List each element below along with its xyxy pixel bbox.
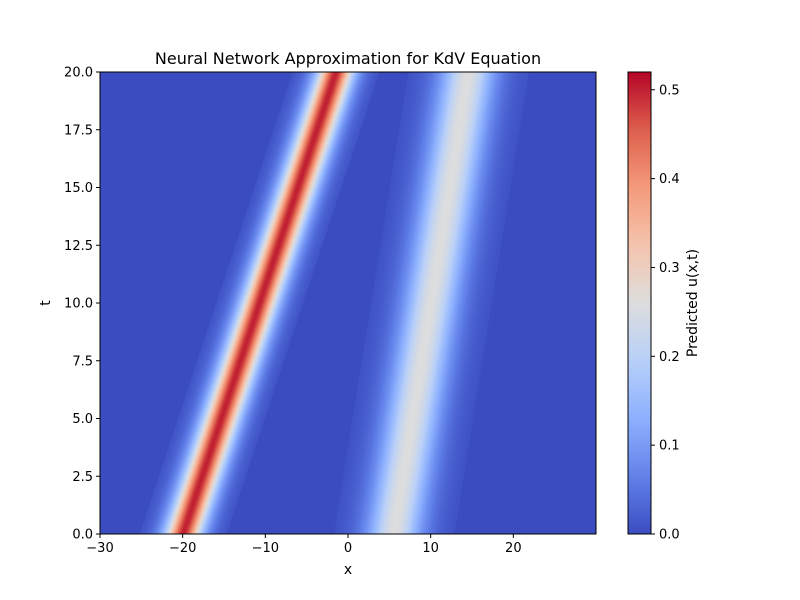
- y-axis-ticks: 0.0 2.5 5.0 7.5 10.0 12.5 15.0 17.5 20.0: [64, 66, 100, 543]
- x-tick-label: 0: [344, 541, 352, 556]
- x-axis-label: x: [344, 562, 352, 578]
- y-tick-label: 20.0: [64, 66, 93, 81]
- heatmap-field: [100, 72, 596, 534]
- x-tick-label: 10: [422, 541, 439, 556]
- colorbar-tick-label: 0.2: [659, 350, 680, 365]
- colorbar-tick-label: 0.4: [659, 172, 680, 187]
- wave-strip: [452, 72, 529, 534]
- x-tick-label: −30: [86, 541, 113, 556]
- chart-title: Neural Network Approximation for KdV Equ…: [155, 49, 541, 68]
- y-tick-label: 5.0: [72, 412, 93, 427]
- wave-band-2: [333, 72, 529, 534]
- x-tick-label: 20: [505, 541, 522, 556]
- wave-band-1: [139, 72, 380, 534]
- y-axis-label: t: [38, 300, 54, 306]
- x-axis-ticks: −30 −20 −10 0 10 20: [86, 534, 522, 556]
- y-tick-label: 7.5: [72, 354, 93, 369]
- y-tick-label: 10.0: [64, 297, 93, 312]
- y-tick-label: 0.0: [72, 528, 93, 543]
- y-tick-label: 12.5: [64, 239, 93, 254]
- colorbar: [627, 71, 652, 535]
- colorbar-label: Predicted u(x,t): [685, 249, 701, 357]
- colorbar-ticks: 0.0 0.1 0.2 0.3 0.4 0.5: [651, 83, 680, 543]
- colorbar-tick-label: 0.5: [659, 83, 680, 98]
- y-tick-label: 2.5: [72, 470, 93, 485]
- wave-strip: [224, 72, 380, 534]
- y-tick-label: 15.0: [64, 181, 93, 196]
- x-tick-label: −20: [169, 541, 196, 556]
- colorbar-tick-label: 0.0: [659, 528, 680, 543]
- colorbar-tick-label: 0.3: [659, 261, 680, 276]
- x-tick-label: −10: [252, 541, 279, 556]
- y-tick-label: 17.5: [64, 123, 93, 138]
- colorbar-tick-label: 0.1: [659, 439, 680, 454]
